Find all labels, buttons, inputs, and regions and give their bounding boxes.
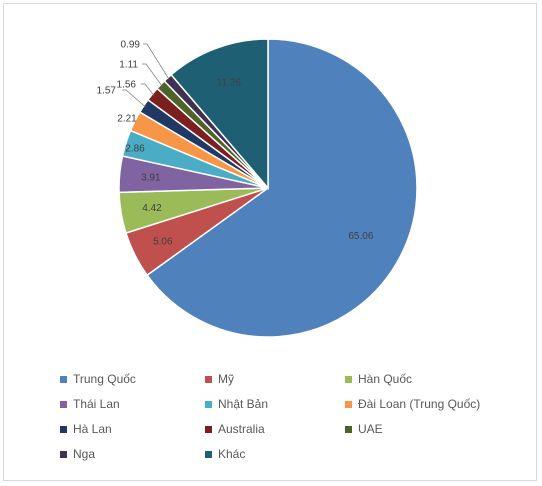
leader-line-australia [141, 83, 155, 96]
leader-line-nga [143, 43, 170, 80]
data-labels: 65.06 5.06 4.42 3.91 2.86 2.21 1.571.56 1.11 0.9… [97, 40, 374, 248]
pie-slices [118, 38, 418, 338]
data-label-han-quoc: 4.42 [142, 203, 162, 214]
pie-slice-khac [170, 38, 269, 191]
data-label-ha-lan: 1.57 [97, 86, 117, 97]
leader-lines [122, 43, 170, 108]
leader-line-ha-lan [122, 89, 146, 108]
pie-slice-trung-quoc [146, 38, 418, 338]
data-label-uae: 1.11 [119, 60, 138, 71]
leader-line-uae [142, 63, 163, 87]
data-label-australia: 1.56 [117, 80, 137, 91]
data-label-my: 5.06 [153, 236, 173, 247]
data-label-nga: 0.99 [121, 40, 141, 51]
data-label-khac: 11.26 [217, 77, 242, 88]
data-label-trung-quoc: 65.06 [348, 231, 373, 242]
data-label-nhat-ban: 2.86 [125, 144, 145, 155]
data-label-dai-loan-trung-quoc: 2.21 [117, 114, 137, 125]
data-label-thai-lan: 3.91 [141, 173, 161, 184]
